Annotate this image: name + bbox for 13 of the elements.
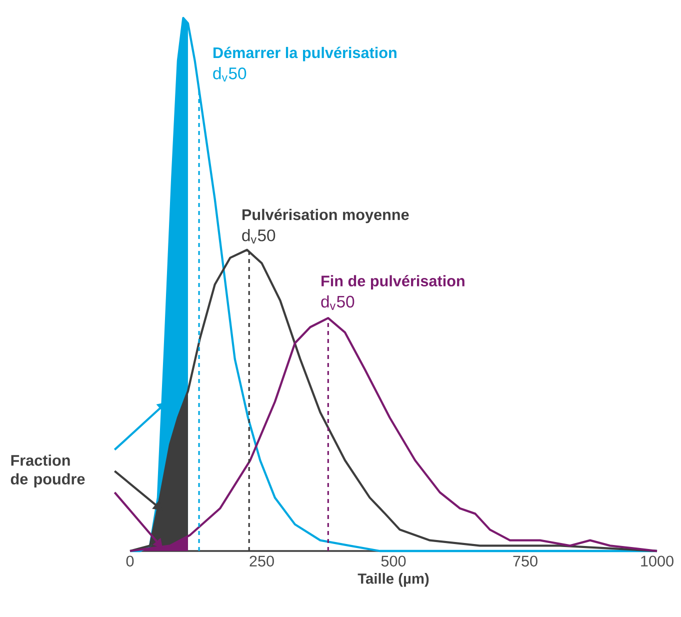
series-label: Démarrer la pulvérisation — [214, 46, 396, 62]
x-tick-label: 500 — [381, 556, 406, 567]
x-tick-label: 750 — [513, 556, 538, 567]
x-tick-label: 0 — [126, 556, 134, 567]
text: Fraction de poudre — [10, 454, 85, 488]
x-axis-title: Taille (µm) — [358, 573, 429, 587]
ref-line-label: d$_{v}$50 — [321, 295, 354, 310]
ref-line-label: d$_{v}$50 — [213, 67, 246, 82]
ref-line-label: d$_{v}$50 — [242, 229, 276, 244]
x-tick-label: 1000 — [641, 556, 674, 567]
series-label: Pulvérisation moyenne — [242, 208, 409, 224]
x-tick-label: 250 — [250, 556, 274, 567]
series-label: Fin de pulvérisation — [322, 275, 464, 290]
